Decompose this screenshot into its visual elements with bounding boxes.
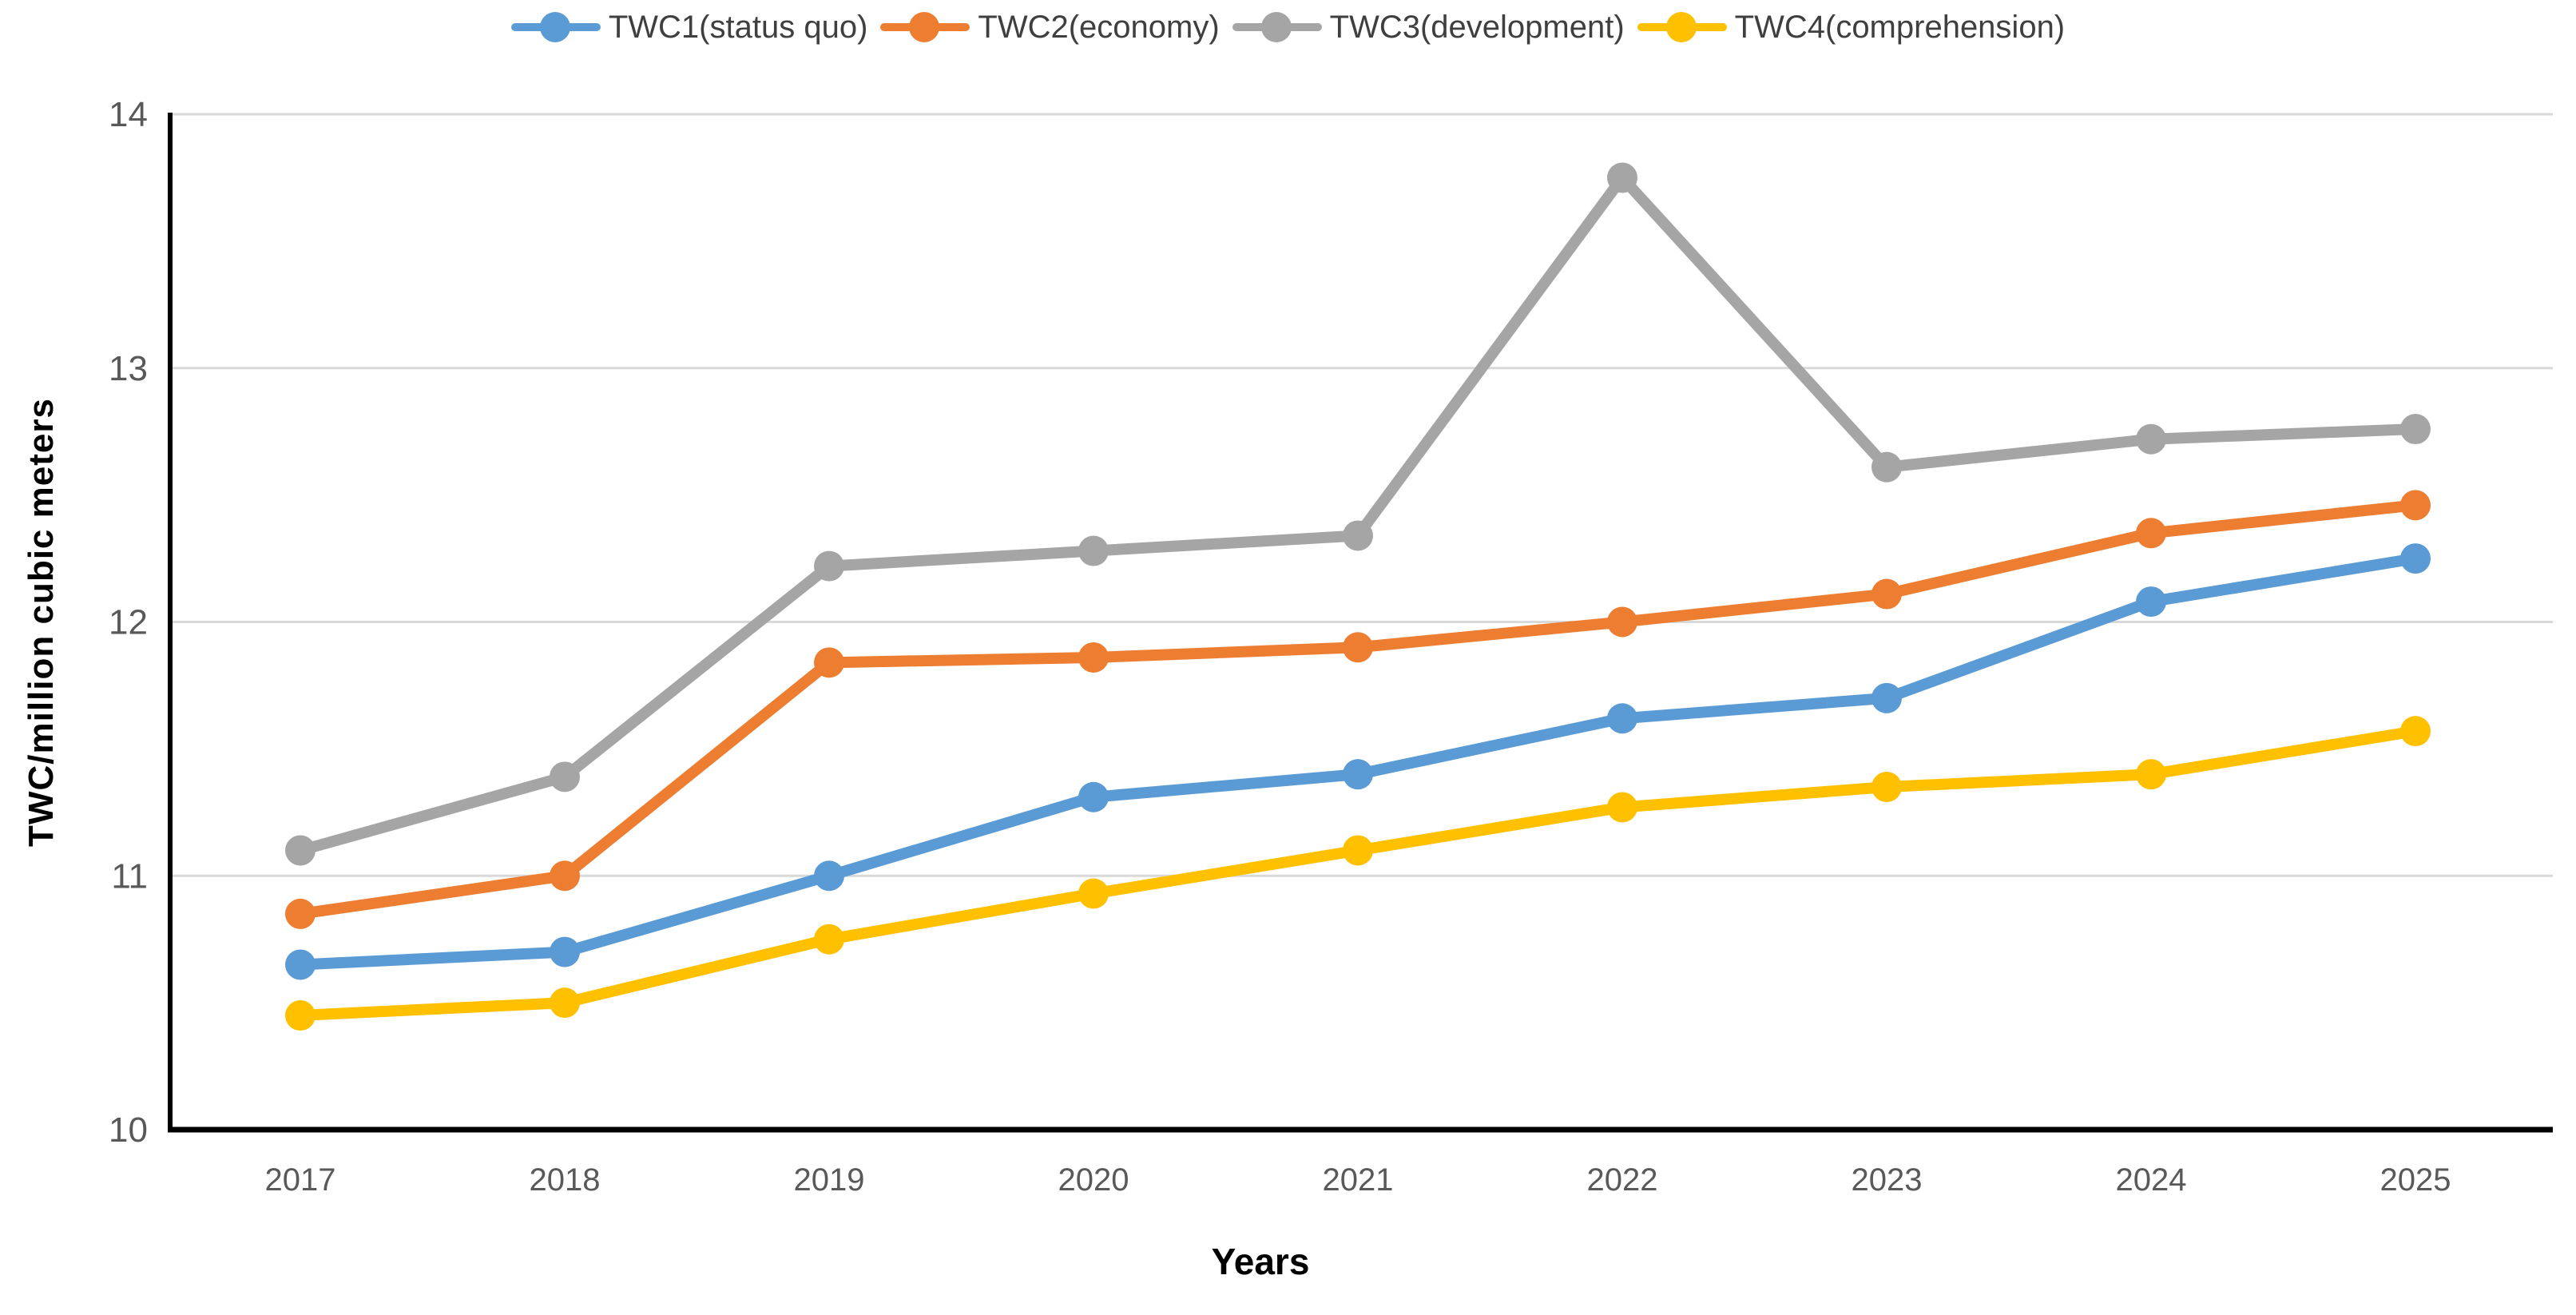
data-point-twc1-2017 [285, 949, 316, 980]
data-point-twc2-2022 [1607, 606, 1637, 638]
x-tick-label-2018: 2018 [530, 1162, 601, 1198]
twc1-line-marker-icon [510, 11, 601, 43]
twc4-line-marker-icon [1637, 11, 1727, 43]
data-point-twc2-2018 [550, 860, 580, 892]
data-point-twc3-2021 [1343, 520, 1373, 551]
data-point-twc3-2022 [1607, 162, 1637, 193]
data-point-twc2-2021 [1343, 632, 1373, 663]
data-point-twc4-2022 [1607, 792, 1637, 823]
legend-label-twc1: TWC1(status quo) [608, 10, 868, 45]
data-point-twc4-2025 [2400, 716, 2431, 747]
legend-label-twc4: TWC4(comprehension) [1734, 10, 2066, 45]
data-point-twc1-2021 [1343, 759, 1373, 790]
data-point-twc4-2024 [2136, 759, 2166, 790]
data-point-twc2-2020 [1078, 642, 1109, 673]
y-tick-label-11: 11 [111, 856, 148, 896]
data-point-twc1-2022 [1607, 703, 1637, 734]
data-point-twc4-2021 [1343, 835, 1373, 866]
data-point-twc1-2023 [1871, 682, 1902, 713]
data-point-twc4-2023 [1871, 772, 1902, 803]
x-tick-label-2023: 2023 [1852, 1162, 1923, 1198]
data-point-twc3-2025 [2400, 414, 2431, 445]
twc2-legend-dot-icon [909, 12, 940, 42]
data-point-twc2-2024 [2136, 518, 2166, 549]
data-point-twc3-2024 [2136, 423, 2166, 455]
data-point-twc4-2020 [1078, 878, 1109, 909]
data-point-twc2-2025 [2400, 490, 2431, 521]
twc2-line-marker-icon [880, 11, 970, 43]
y-tick-label-13: 13 [109, 349, 148, 388]
legend-item-twc3: TWC3(development) [1232, 11, 1625, 43]
x-tick-label-2021: 2021 [1323, 1162, 1394, 1198]
y-axis-title: TWC/million cubic meters [22, 398, 61, 847]
data-point-twc3-2023 [1871, 451, 1902, 483]
data-point-twc2-2019 [814, 647, 844, 678]
x-tick-label-2017: 2017 [265, 1162, 336, 1198]
y-tick-label-10: 10 [109, 1110, 148, 1150]
twc1-legend-dot-icon [539, 12, 570, 42]
data-point-twc1-2018 [550, 936, 580, 967]
data-point-twc1-2025 [2400, 543, 2431, 574]
data-point-twc2-2017 [285, 898, 316, 929]
twc4-legend-dot-icon [1665, 12, 1697, 42]
data-point-twc3-2019 [814, 550, 844, 582]
data-point-twc2-2023 [1871, 578, 1902, 610]
x-axis-title: Years [1211, 1241, 1310, 1282]
y-tick-label-12: 12 [109, 603, 148, 642]
x-tick-label-2020: 2020 [1058, 1162, 1129, 1198]
data-point-twc3-2017 [285, 835, 316, 866]
data-point-twc1-2024 [2136, 586, 2166, 618]
x-tick-label-2024: 2024 [2116, 1162, 2187, 1198]
series-line-twc3 [295, 172, 2421, 856]
data-point-twc3-2020 [1078, 535, 1109, 566]
data-point-twc3-2018 [550, 761, 580, 793]
legend: TWC1(status quo) TWC2(economy) TWC3(deve… [0, 11, 2576, 43]
twc3-line-marker-icon [1232, 11, 1322, 43]
data-point-twc4-2018 [550, 987, 580, 1019]
data-point-twc4-2019 [814, 924, 844, 955]
x-tick-label-2019: 2019 [794, 1162, 865, 1198]
data-point-twc1-2019 [814, 860, 844, 892]
legend-item-twc1: TWC1(status quo) [510, 10, 868, 45]
legend-label-twc2: TWC2(economy) [978, 10, 1220, 45]
data-point-twc4-2017 [285, 1000, 316, 1031]
legend-item-twc4: TWC4(comprehension) [1637, 11, 2065, 43]
twc3-legend-dot-icon [1260, 12, 1292, 42]
x-tick-label-2025: 2025 [2380, 1162, 2451, 1198]
data-point-twc1-2020 [1078, 781, 1109, 812]
x-tick-label-2022: 2022 [1587, 1162, 1658, 1198]
legend-item-twc2: TWC2(economy) [880, 10, 1220, 45]
legend-label-twc3: TWC3(development) [1329, 10, 1625, 45]
y-tick-label-14: 14 [109, 95, 148, 134]
